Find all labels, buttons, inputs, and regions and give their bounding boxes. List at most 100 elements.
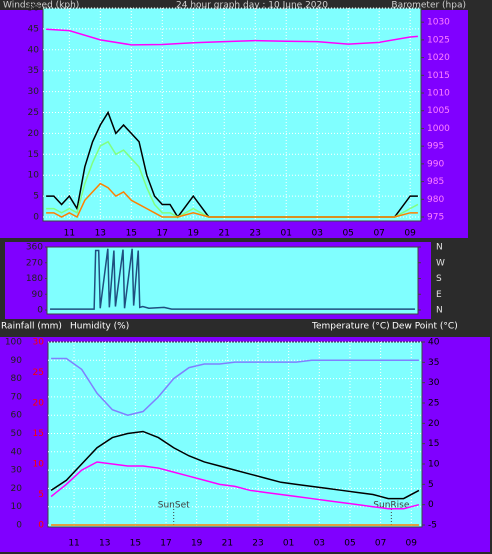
y-tick-label: 70	[11, 392, 23, 402]
x-tick-label: 09	[406, 539, 418, 549]
x-tick-label: 11	[68, 539, 79, 549]
y2-tick-label: 1005	[427, 106, 450, 116]
x-tick-label: 01	[280, 229, 291, 239]
y-tick-label: 360	[26, 243, 43, 253]
y-tick-label: 90	[32, 290, 44, 300]
y2-tick-label: 1010	[427, 89, 450, 99]
y-tick-label: 0	[33, 213, 39, 223]
x-tick-label: 19	[188, 229, 200, 239]
axis-title: Temperature (°C)	[311, 322, 390, 332]
y3-tick-label: 0	[38, 521, 44, 531]
series-line	[50, 430, 420, 500]
y3-tick-label: 30	[33, 338, 45, 348]
x-tick-label: 15	[130, 539, 141, 549]
series-line	[46, 28, 418, 46]
y-tick-label: 40	[28, 45, 40, 55]
y-tick-label: 270	[26, 258, 43, 268]
x-tick-label: 13	[99, 539, 110, 549]
y2-tick-label: 1030	[427, 18, 450, 28]
y2-tick-label: 1025	[427, 35, 450, 45]
x-tick-label: 19	[191, 539, 203, 549]
y2-tick-label: 990	[427, 159, 444, 169]
y2-tick-label: N	[436, 243, 443, 253]
axis-title: Windspeed (kph)	[3, 1, 79, 11]
y-tick-label: 100	[5, 338, 22, 348]
x-tick-label: 11	[64, 229, 75, 239]
x-tick-label: 03	[311, 229, 322, 239]
y2-tick-label: 980	[427, 195, 444, 205]
y-tick-label: 10	[28, 171, 40, 181]
y2-tick-label: -5	[428, 521, 437, 531]
y2-tick-label: 20	[428, 419, 440, 429]
x-tick-label: 21	[219, 229, 230, 239]
y-tick-label: 45	[28, 24, 39, 34]
y-tick-label: 180	[26, 274, 43, 284]
y2-tick-label: 995	[427, 142, 444, 152]
y-tick-label: 15	[28, 150, 39, 160]
series-line	[50, 461, 420, 510]
y-tick-label: 30	[28, 87, 40, 97]
y2-tick-label: 1000	[427, 124, 450, 134]
x-tick-label: 01	[283, 539, 294, 549]
y2-tick-label: 30	[428, 378, 440, 388]
y-tick-label: 80	[11, 374, 23, 384]
y-tick-label: 10	[11, 502, 23, 512]
y-tick-label: 40	[11, 447, 23, 457]
y3-tick-label: 15	[33, 429, 44, 439]
y2-tick-label: 1020	[427, 53, 450, 63]
x-tick-label: 13	[95, 229, 106, 239]
axis-title: Dew Point (°C)	[392, 322, 458, 332]
y3-tick-label: 5	[38, 490, 44, 500]
series-line	[46, 182, 418, 219]
y-tick-label: 0	[37, 306, 43, 316]
x-tick-label: 07	[375, 539, 386, 549]
y-tick-label: 60	[11, 411, 23, 421]
plot-area	[46, 246, 419, 315]
y2-tick-label: 975	[427, 213, 444, 223]
axis-title: Rainfall (mm)	[1, 322, 62, 332]
y-tick-label: 20	[11, 484, 23, 494]
y2-tick-label: S	[436, 274, 442, 284]
y3-tick-label: 20	[33, 399, 45, 409]
y-tick-label: 50	[28, 4, 40, 14]
y2-tick-label: 0	[428, 500, 434, 510]
plot-area	[47, 341, 423, 528]
y2-tick-label: 15	[428, 439, 439, 449]
y2-tick-label: 10	[428, 460, 440, 470]
y-tick-label: 25	[28, 108, 39, 118]
series-line	[50, 248, 415, 310]
y-tick-label: 50	[11, 429, 23, 439]
x-tick-label: 17	[160, 539, 171, 549]
y2-tick-label: 985	[427, 177, 444, 187]
x-tick-label: 05	[344, 539, 355, 549]
x-tick-label: 23	[250, 229, 261, 239]
y2-tick-label: W	[436, 258, 445, 268]
y2-tick-label: 35	[428, 358, 439, 368]
y-tick-label: 20	[28, 129, 40, 139]
annotation: SunSet	[158, 501, 190, 511]
annotation: SunRise	[373, 501, 410, 511]
x-tick-label: 07	[373, 229, 384, 239]
y3-tick-label: 10	[33, 460, 45, 470]
y2-tick-label: N	[436, 306, 443, 316]
y2-tick-label: 1015	[427, 71, 450, 81]
x-tick-label: 23	[252, 539, 263, 549]
x-tick-label: 03	[314, 539, 325, 549]
x-tick-label: 09	[404, 229, 416, 239]
y-tick-label: 30	[11, 466, 23, 476]
x-tick-label: 21	[222, 539, 233, 549]
y-tick-label: 5	[33, 192, 39, 202]
axis-title: Humidity (%)	[70, 322, 129, 332]
y-tick-label: 90	[11, 356, 23, 366]
axis-title: 24 hour graph day : 10 June 2020	[176, 1, 328, 11]
series-line	[51, 357, 419, 416]
y2-tick-label: 40	[428, 338, 440, 348]
y2-tick-label: 5	[428, 480, 434, 490]
y2-tick-label: E	[436, 290, 442, 300]
y2-tick-label: 25	[428, 399, 439, 409]
y-tick-label: 35	[28, 66, 39, 76]
x-tick-label: 05	[342, 229, 353, 239]
x-tick-label: 17	[157, 229, 168, 239]
